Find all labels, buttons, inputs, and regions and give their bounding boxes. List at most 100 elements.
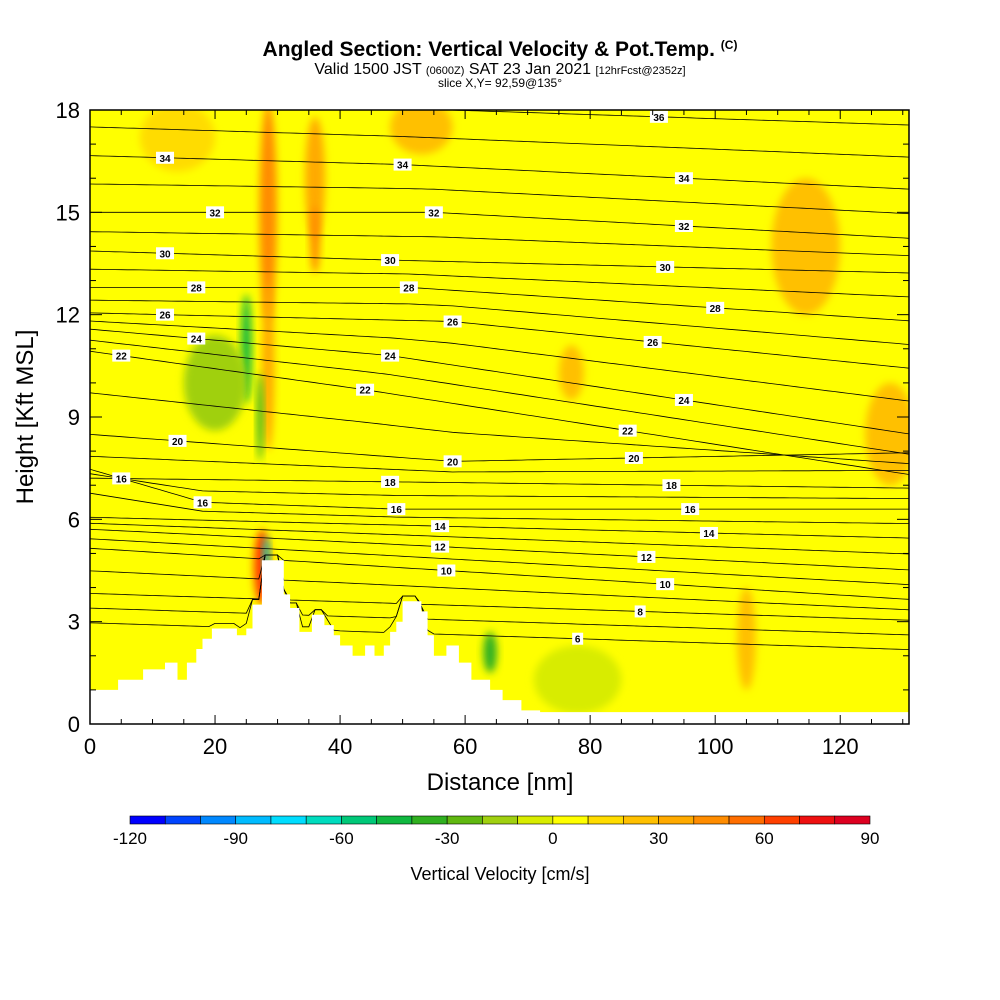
contour-label-bg — [656, 578, 675, 591]
contour-label-bg — [193, 496, 212, 509]
contour-label-bg — [168, 434, 187, 447]
contour-label-bg — [437, 564, 456, 577]
colorbar-swatch — [164, 815, 201, 825]
theta-contour — [90, 468, 909, 510]
theta-contour — [90, 350, 909, 475]
velocity-cell — [771, 178, 841, 315]
colorbar-tick-label: 60 — [755, 829, 774, 848]
colorbar-swatch — [623, 815, 659, 825]
contour-label-bg — [381, 349, 400, 362]
chart-subtitle: Valid 1500 JST (0600Z) SAT 23 Jan 2021 [… — [0, 61, 1000, 79]
colorbar-tick-label: 0 — [548, 829, 557, 848]
contour-label-bg — [706, 301, 725, 314]
valid-date: SAT 23 Jan 2021 — [468, 61, 592, 78]
theta-contour — [90, 434, 909, 462]
contour-label-bg — [381, 475, 400, 488]
contour-label-bg — [112, 349, 131, 362]
contour-label: 22 — [360, 386, 372, 397]
contour-label: 28 — [710, 304, 722, 315]
colorbar-tick-label: -120 — [113, 829, 147, 848]
y-axis-label: Height [Kft MSL] — [12, 330, 39, 505]
theta-contour — [90, 312, 909, 369]
colorbar-tick-label: -90 — [223, 829, 248, 848]
theta-contour — [90, 392, 909, 464]
velocity-cell — [183, 335, 247, 431]
colorbar-swatch — [658, 815, 695, 825]
contour-label-bg — [674, 172, 693, 185]
contour-label: 36 — [653, 113, 665, 124]
velocity-cell — [533, 645, 622, 714]
contour-label: 10 — [441, 567, 453, 578]
contour-label-bg — [156, 151, 175, 164]
theta-contour — [90, 250, 909, 274]
contour-label: 26 — [447, 317, 459, 328]
valid-fcst: [12hrFcst@2352z] — [595, 65, 686, 77]
contour-label: 26 — [159, 311, 171, 322]
contour-label: 14 — [435, 522, 447, 533]
theta-contour — [90, 287, 909, 322]
contour-label: 14 — [703, 529, 715, 540]
chart-title: Angled Section: Vertical Velocity & Pot.… — [0, 38, 1000, 62]
terrain — [90, 560, 909, 724]
contour-label-bg — [662, 479, 681, 492]
contour-label-bg — [187, 281, 206, 294]
contour-label: 32 — [428, 208, 440, 219]
velocity-cell — [558, 345, 584, 400]
title-copyright: (C) — [720, 38, 738, 52]
colorbar-tick-label: -60 — [329, 829, 354, 848]
valid-prefix: Valid 1500 JST — [314, 61, 422, 78]
theta-contour — [90, 320, 909, 402]
terrain-profile — [90, 560, 909, 724]
contour-label-bg — [618, 424, 637, 437]
y-tick-label: 15 — [56, 200, 80, 225]
y-tick-label: 0 — [68, 712, 80, 737]
theta-contour — [90, 126, 909, 158]
theta-contour — [90, 211, 909, 239]
colorbar-tick-label: 90 — [861, 829, 880, 848]
contour-label: 34 — [159, 154, 171, 165]
contour-label: 20 — [628, 454, 640, 465]
contour-label-bg — [649, 110, 668, 123]
contour-label: 34 — [397, 161, 409, 172]
colorbar-swatch — [728, 815, 765, 825]
colorbar-tick-label: -30 — [435, 829, 460, 848]
theta-contour — [90, 473, 909, 499]
contour-label-bg — [387, 503, 406, 516]
colorbar-swatch — [834, 815, 871, 825]
velocity-cell — [483, 631, 497, 673]
velocity-cell — [305, 116, 326, 240]
colorbar-swatch — [587, 815, 624, 825]
contour-label: 24 — [191, 335, 203, 346]
contour-label: 30 — [385, 256, 397, 267]
y-tick-label: 12 — [56, 303, 80, 328]
contour-label: 30 — [159, 249, 171, 260]
contour-label-bg — [637, 550, 656, 563]
colorbar-label: Vertical Velocity [cm/s] — [410, 864, 589, 884]
colorbar-swatch — [482, 815, 518, 825]
theta-contour — [90, 522, 909, 555]
contour-label-bg — [624, 451, 643, 464]
colorbar-swatch — [270, 815, 307, 825]
contour-label-bg — [187, 332, 206, 345]
contour-label: 24 — [678, 396, 690, 407]
x-tick-label: 120 — [822, 734, 859, 759]
contour-label-bg — [443, 315, 462, 328]
velocity-cell — [390, 110, 453, 155]
x-tick-label: 20 — [203, 734, 227, 759]
velocity-cell — [140, 110, 216, 172]
theta-contour — [90, 183, 909, 215]
contour-label: 28 — [403, 283, 415, 294]
theta-contour — [90, 299, 909, 345]
y-tick-label: 6 — [68, 507, 80, 532]
contour-label-bg — [674, 393, 693, 406]
contour-label: 28 — [191, 283, 203, 294]
x-tick-label: 100 — [697, 734, 734, 759]
contour-label: 22 — [622, 427, 634, 438]
contour-label: 10 — [660, 580, 672, 591]
contour-label-bg — [381, 254, 400, 267]
theta-contour — [90, 554, 909, 636]
colorbar-swatch — [763, 815, 800, 825]
contour-label: 12 — [435, 543, 447, 554]
contour-label: 18 — [385, 478, 397, 489]
